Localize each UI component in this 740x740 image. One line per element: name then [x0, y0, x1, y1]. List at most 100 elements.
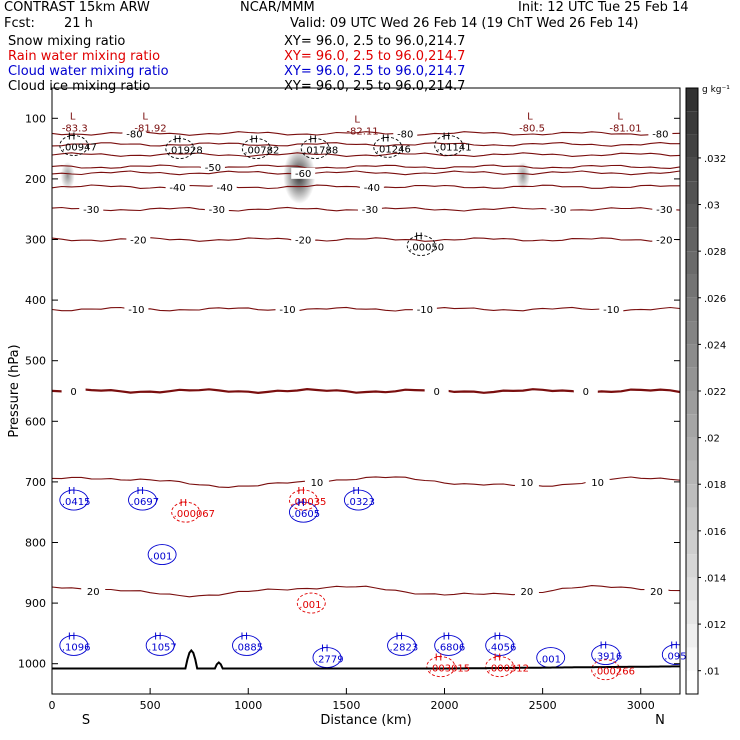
high-value: .01246	[376, 144, 411, 155]
high-marker: H	[154, 631, 162, 642]
colorbar-segment	[686, 157, 698, 182]
high-marker: H	[68, 631, 76, 642]
mixing-ratio-contour-2	[241, 138, 271, 159]
high-marker: H	[180, 498, 188, 509]
high-value: .000266	[594, 667, 635, 678]
colorbar-segment	[686, 251, 698, 275]
temperature-contour-8	[52, 306, 680, 312]
mixing-ratio-contour-13	[147, 544, 177, 566]
low-marker: L	[354, 114, 360, 125]
contour-label: -30	[362, 205, 378, 216]
high-value: .00035	[291, 497, 326, 508]
high-value: .095	[664, 652, 686, 663]
contour-label-bg	[126, 234, 151, 246]
mixing-ratio-contour-3	[300, 138, 330, 159]
high-marker: H	[494, 653, 502, 664]
high-value: .3916	[594, 652, 623, 663]
contour-label-bg	[644, 585, 669, 597]
field-name-cloud-ice: Cloud ice mixing ratio	[8, 79, 151, 94]
high-value: .01928	[168, 146, 203, 157]
mixing-ratio-contour-15	[59, 635, 89, 656]
mixing-ratio-contour-4	[373, 136, 403, 158]
mixing-ratio-contour-10	[288, 489, 318, 511]
high-value: .2823	[390, 642, 419, 653]
x-tick-label: 2500	[529, 699, 557, 712]
contour-label: -30	[209, 205, 225, 216]
y-tick-label: 1000	[18, 658, 46, 671]
high-marker: H	[670, 641, 678, 652]
high-value: .01141	[437, 143, 472, 154]
high-value: .1057	[148, 642, 177, 653]
high-marker: H	[494, 631, 502, 642]
north-end-label: N	[655, 713, 665, 728]
contour-label-bg	[652, 234, 677, 246]
high-marker: H	[137, 486, 145, 497]
colorbar-segment	[686, 414, 698, 438]
colorbar-segment	[686, 227, 698, 252]
contour-label: 10	[521, 478, 534, 489]
valid-time: Valid: 09 UTC Wed 26 Feb 14 (19 ChT Wed …	[290, 16, 639, 31]
colorbar-segment	[686, 134, 698, 158]
field-xy-snow: XY= 96.0, 2.5 to 96.0,214.7	[284, 34, 466, 49]
contour-label: -10	[603, 305, 619, 316]
colorbar-segment	[686, 530, 698, 555]
colorbar-tick-label: .016	[704, 527, 726, 538]
y-tick-label: 700	[25, 476, 46, 489]
contour-label-bg	[412, 304, 437, 316]
contour-label-bg	[61, 386, 86, 397]
mixing-ratio-contour-26	[591, 659, 621, 681]
x-axis-label: Distance (km)	[320, 713, 411, 728]
x-tick-label: 0	[49, 699, 56, 712]
high-value: .000312	[488, 664, 529, 675]
y-tick-label: 200	[25, 173, 46, 186]
y-tick-label: 100	[25, 112, 46, 125]
high-value: .003015	[429, 664, 470, 675]
high-value: .00782	[244, 146, 279, 157]
y-tick-label: 900	[25, 597, 46, 610]
colorbar-tick-label: .018	[704, 480, 726, 491]
high-marker: H	[174, 135, 182, 146]
low-value: -81.01	[609, 123, 641, 134]
colorbar-segment	[686, 437, 698, 461]
y-axis-label: Pressure (hPa)	[7, 344, 22, 437]
high-value: .4056	[488, 642, 517, 653]
contour-label: -80	[652, 129, 668, 140]
colorbar-tick-label: .03	[704, 201, 720, 212]
colorbar-tick-label: .022	[704, 387, 726, 398]
mixing-ratio-contour-17	[232, 635, 261, 656]
contour-label-bg	[424, 386, 449, 397]
temperature-contour-10	[52, 476, 680, 488]
field-xy-rain: XY= 96.0, 2.5 to 96.0,214.7	[284, 49, 466, 64]
org-label: NCAR/MMM	[240, 0, 315, 15]
high-marker: H	[297, 486, 305, 497]
colorbar-unit: g kg⁻¹	[702, 85, 730, 95]
contour-label-bg	[585, 476, 610, 488]
colorbar-tick-label: .014	[704, 573, 726, 584]
colorbar-segment	[686, 344, 698, 368]
y-tick-label: 500	[25, 355, 46, 368]
y-tick-label: 300	[25, 234, 46, 247]
contour-label: -40	[217, 183, 233, 194]
contour-label: -60	[295, 169, 311, 180]
low-marker: L	[617, 111, 623, 122]
temperature-contour-7	[52, 237, 680, 242]
high-value: .0323	[346, 497, 375, 508]
y-tick-label: 400	[25, 294, 46, 307]
contour-label-bg	[652, 204, 677, 216]
high-marker: H	[415, 232, 423, 243]
contour-label-bg	[546, 204, 571, 216]
terrain-line	[52, 648, 680, 670]
contour-label: -10	[279, 305, 295, 316]
high-value: .001	[150, 552, 172, 563]
colorbar-segment	[686, 181, 698, 205]
model-title: CONTRAST 15km ARW	[4, 0, 150, 15]
x-tick-label: 500	[140, 699, 161, 712]
contour-label-bg	[304, 476, 329, 488]
mixing-ratio-contour-11	[288, 501, 318, 523]
temperature-contour-11	[52, 585, 680, 598]
contour-label-bg	[122, 128, 147, 140]
temperature-contour-1	[52, 142, 680, 147]
high-marker: H	[435, 653, 443, 664]
field-name-rain: Rain water mixing ratio	[8, 49, 161, 64]
colorbar-tick-label: .01	[704, 667, 720, 678]
